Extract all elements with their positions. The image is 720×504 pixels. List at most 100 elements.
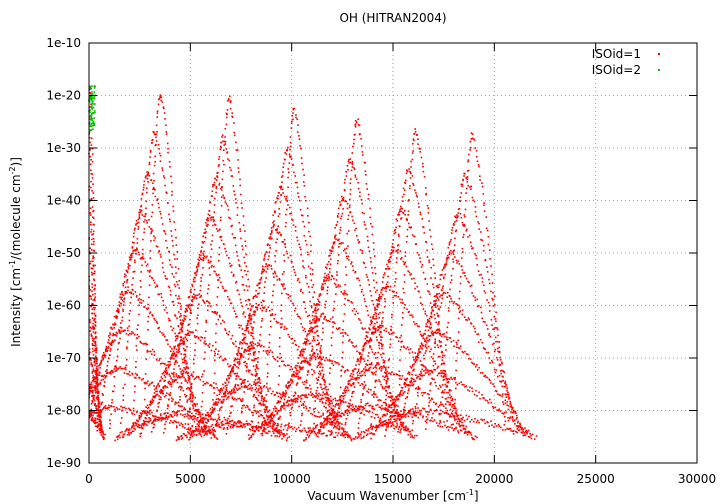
data-point-isoid-1 [107,335,110,337]
data-point-isoid-1 [299,395,302,397]
data-point-isoid-1 [274,202,277,204]
data-point-isoid-1 [95,358,97,361]
data-point-isoid-1 [212,184,215,186]
data-point-isoid-1 [165,364,168,367]
data-point-isoid-1 [329,367,331,369]
data-point-isoid-1 [216,438,219,440]
data-point-isoid-1 [201,420,204,422]
data-point-isoid-1 [148,411,150,413]
data-point-isoid-1 [91,173,94,175]
data-point-isoid-1 [270,414,272,417]
data-point-isoid-1 [170,415,173,418]
data-point-isoid-1 [121,410,123,412]
data-point-isoid-1 [151,381,154,384]
data-point-isoid-1 [298,345,300,348]
data-point-isoid-1 [143,184,145,186]
data-point-isoid-1 [327,404,330,406]
data-point-isoid-1 [288,381,291,383]
data-point-isoid-1 [167,317,170,320]
data-point-isoid-1 [201,246,203,248]
data-point-isoid-1 [94,299,96,302]
data-point-isoid-1 [95,344,97,346]
data-point-isoid-1 [301,429,303,432]
data-point-isoid-1 [119,366,121,368]
data-point-isoid-1 [411,158,414,161]
data-point-isoid-1 [135,366,137,368]
data-point-isoid-1 [364,266,367,269]
data-point-isoid-1 [294,366,296,369]
data-point-isoid-1 [168,393,170,395]
data-point-isoid-1 [172,421,175,424]
data-point-isoid-1 [322,313,325,315]
data-point-isoid-1 [96,368,99,370]
data-point-isoid-1 [280,283,283,285]
data-point-isoid-1 [366,235,369,238]
data-point-isoid-1 [335,238,337,241]
data-point-isoid-1 [220,402,223,404]
data-point-isoid-1 [371,411,374,414]
data-point-isoid-1 [350,169,353,172]
data-point-isoid-1 [153,188,155,190]
data-point-isoid-1 [112,323,114,326]
data-point-isoid-1 [216,422,218,425]
data-point-isoid-1 [386,392,389,395]
data-point-isoid-1 [285,386,287,388]
data-point-isoid-1 [317,335,320,337]
data-point-isoid-1 [413,436,415,439]
data-point-isoid-1 [165,124,167,126]
data-point-isoid-1 [274,358,277,361]
data-point-isoid-1 [282,436,285,438]
data-point-isoid-1 [163,230,166,233]
data-point-isoid-1 [148,420,150,422]
data-point-isoid-1 [136,425,139,428]
data-point-isoid-1 [117,309,120,311]
data-point-isoid-1 [337,285,339,288]
data-point-isoid-1 [377,416,379,419]
data-point-isoid-1 [192,371,195,373]
data-point-isoid-1 [196,408,198,411]
data-point-isoid-1 [357,242,360,244]
data-point-isoid-1 [96,381,99,383]
data-point-isoid-1 [265,400,267,402]
data-point-isoid-1 [430,266,432,269]
data-point-isoid-1 [330,400,333,402]
data-point-isoid-1 [377,399,379,402]
data-point-isoid-1 [94,380,97,383]
data-point-isoid-1 [326,393,329,395]
data-point-isoid-1 [143,423,145,425]
data-point-isoid-1 [90,169,92,171]
data-point-isoid-1 [316,334,319,337]
data-point-isoid-1 [232,425,234,428]
data-point-isoid-1 [156,419,159,421]
data-point-isoid-1 [199,413,202,416]
data-point-isoid-1 [141,423,143,425]
data-point-isoid-1 [137,221,140,224]
data-point-isoid-1 [338,246,340,248]
data-point-isoid-1 [122,367,124,370]
data-point-isoid-1 [120,417,123,419]
data-point-isoid-1 [386,374,388,376]
data-point-isoid-1 [283,254,285,256]
data-point-isoid-1 [337,254,340,256]
data-point-isoid-1 [305,340,308,343]
data-point-isoid-1 [102,438,105,441]
data-point-isoid-1 [197,428,200,430]
data-point-isoid-1 [197,413,200,415]
data-point-isoid-1 [278,365,281,367]
data-point-isoid-1 [285,393,287,395]
data-point-isoid-1 [113,385,116,387]
data-point-isoid-1 [261,432,264,435]
data-point-isoid-1 [183,416,186,418]
data-point-isoid-1 [114,408,116,411]
data-point-isoid-1 [398,225,401,227]
data-point-isoid-1 [148,271,151,273]
data-point-isoid-1 [95,375,98,378]
data-point-isoid-1 [223,427,225,429]
data-point-isoid-1 [107,346,110,348]
data-point-isoid-1 [319,394,322,396]
data-point-isoid-1 [279,352,281,355]
data-point-isoid-1 [213,372,216,375]
data-point-isoid-1 [398,418,400,420]
data-point-isoid-1 [314,400,316,402]
data-point-isoid-1 [340,291,343,293]
